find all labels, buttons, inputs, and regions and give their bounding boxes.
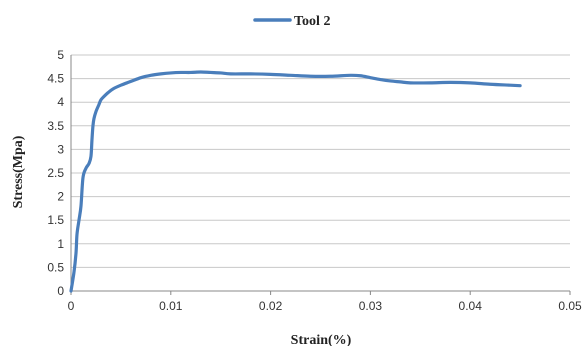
legend-label-tool-2: Tool 2 xyxy=(294,14,330,29)
x-tick-label: 0.04 xyxy=(459,299,483,313)
y-tick-label: 3.5 xyxy=(47,119,64,133)
y-tick-label: 0 xyxy=(57,284,64,298)
x-tick-label: 0.02 xyxy=(259,299,283,313)
y-tick-label: 1 xyxy=(57,237,64,251)
y-tick-label: 3 xyxy=(57,142,64,156)
y-tick-label: 2.5 xyxy=(47,166,64,180)
x-tick-label: 0 xyxy=(68,299,75,313)
x-tick-label: 0.05 xyxy=(558,299,582,313)
x-tick-label: 0.03 xyxy=(359,299,383,313)
x-axis-ticks: 0 0.01 0.02 0.03 0.04 0.05 xyxy=(68,291,582,313)
y-axis-title: Stress(Mpa) xyxy=(11,135,26,208)
y-tick-label: 4 xyxy=(57,95,64,109)
y-tick-label: 4.5 xyxy=(47,72,64,86)
y-tick-label: 0.5 xyxy=(47,260,64,274)
x-axis-title: Strain(%) xyxy=(291,333,352,346)
series-group xyxy=(69,70,522,293)
series-line-tool-2 xyxy=(69,70,522,293)
y-axis-ticks: 0 0.5 1 1.5 2 2.5 3 3.5 4 4.5 5 xyxy=(47,48,64,298)
y-tick-label: 1.5 xyxy=(47,213,64,227)
x-tick-label: 0.01 xyxy=(159,299,183,313)
legend: Tool 2 xyxy=(253,14,330,29)
axes xyxy=(70,55,570,292)
y-tick-label: 5 xyxy=(57,48,64,62)
gridlines xyxy=(71,54,570,268)
y-tick-label: 2 xyxy=(57,190,64,204)
